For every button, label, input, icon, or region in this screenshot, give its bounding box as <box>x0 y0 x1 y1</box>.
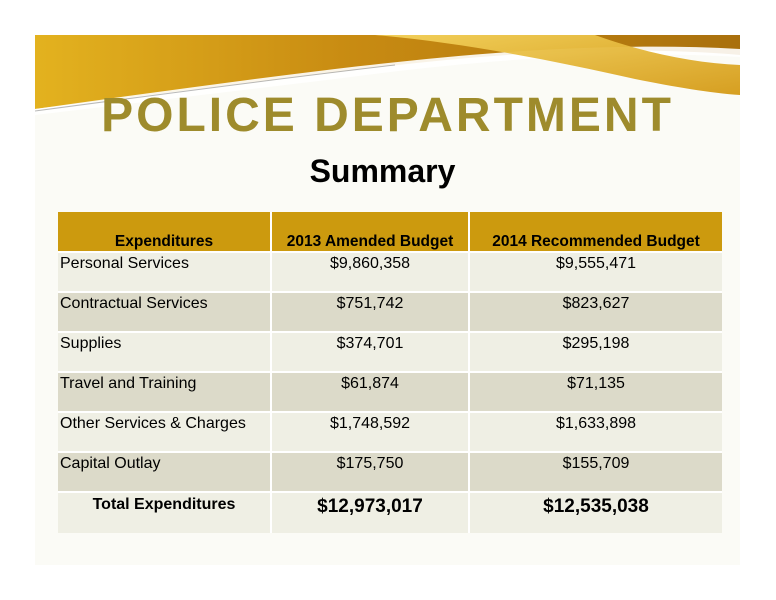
table-row: Other Services & Charges $1,748,592 $1,6… <box>58 411 722 452</box>
table-row: Capital Outlay $175,750 $155,709 <box>58 451 722 492</box>
row-label: Other Services & Charges <box>58 411 271 452</box>
decorative-banner <box>35 35 740 115</box>
row-2013-value: $61,874 <box>270 371 469 412</box>
row-2013-value: $9,860,358 <box>270 251 469 292</box>
row-2013-value: $175,750 <box>270 451 469 492</box>
page-title: POLICE DEPARTMENT <box>101 89 674 142</box>
header-expenditures: Expenditures <box>58 212 271 252</box>
total-2013-value: $12,973,017 <box>270 491 469 533</box>
page-subtitle: Summary <box>309 153 456 189</box>
row-label: Personal Services <box>58 251 271 292</box>
total-row: Total Expenditures $12,973,017 $12,535,0… <box>58 491 722 533</box>
row-2013-value: $1,748,592 <box>270 411 469 452</box>
row-label: Capital Outlay <box>58 451 271 492</box>
row-label: Contractual Services <box>58 291 271 332</box>
slide: POLICE DEPARTMENT Summary Expenditures 2… <box>35 35 740 565</box>
row-2013-value: $374,701 <box>270 331 469 372</box>
table-row: Contractual Services $751,742 $823,627 <box>58 291 722 332</box>
table-header-row: Expenditures 2013 Amended Budget 2014 Re… <box>58 212 722 252</box>
row-2014-value: $1,633,898 <box>468 411 722 452</box>
row-2014-value: $295,198 <box>468 331 722 372</box>
table-row: Travel and Training $61,874 $71,135 <box>58 371 722 412</box>
total-2014-value: $12,535,038 <box>468 491 722 533</box>
budget-table: Expenditures 2013 Amended Budget 2014 Re… <box>58 212 722 533</box>
header-2014-recommended-budget: 2014 Recommended Budget <box>468 212 722 252</box>
table-row: Personal Services $9,860,358 $9,555,471 <box>58 251 722 292</box>
row-2014-value: $71,135 <box>468 371 722 412</box>
row-2014-value: $9,555,471 <box>468 251 722 292</box>
row-2014-value: $823,627 <box>468 291 722 332</box>
total-label: Total Expenditures <box>58 491 271 533</box>
row-2014-value: $155,709 <box>468 451 722 492</box>
table-row: Supplies $374,701 $295,198 <box>58 331 722 372</box>
header-2013-amended-budget: 2013 Amended Budget <box>270 212 469 252</box>
row-label: Supplies <box>58 331 271 372</box>
row-label: Travel and Training <box>58 371 271 412</box>
row-2013-value: $751,742 <box>270 291 469 332</box>
